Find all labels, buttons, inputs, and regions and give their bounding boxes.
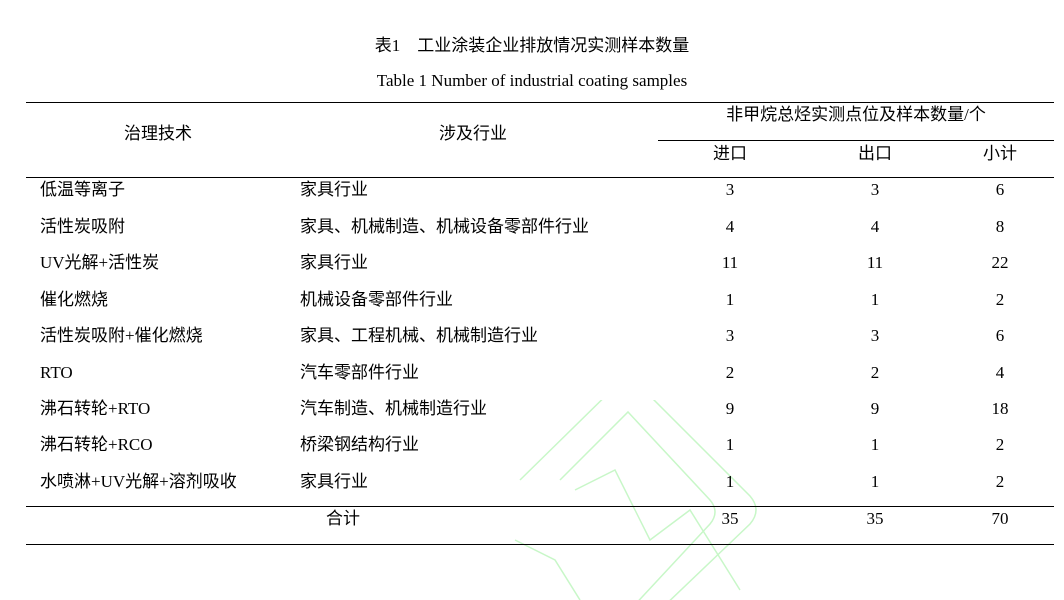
header-rule bbox=[26, 177, 1054, 178]
cell-tech: 沸石转轮+RCO bbox=[40, 435, 153, 454]
total-subtotal: 70 bbox=[991, 509, 1009, 528]
header-subtotal: 小计 bbox=[983, 144, 1017, 163]
cell-outlet: 9 bbox=[870, 399, 880, 418]
cell-industry: 家具行业 bbox=[300, 472, 368, 491]
cell-outlet: 1 bbox=[870, 435, 880, 454]
cell-tech: RTO bbox=[40, 363, 73, 382]
cell-inlet: 1 bbox=[725, 472, 735, 491]
header-tech: 治理技术 bbox=[124, 124, 192, 143]
cell-inlet: 9 bbox=[725, 399, 735, 418]
total-outlet: 35 bbox=[866, 509, 884, 528]
cell-subtotal: 6 bbox=[995, 180, 1005, 199]
cell-subtotal: 2 bbox=[995, 472, 1005, 491]
cell-outlet: 11 bbox=[866, 253, 884, 272]
total-inlet: 35 bbox=[721, 509, 739, 528]
cell-subtotal: 8 bbox=[995, 217, 1005, 236]
cell-industry: 家具行业 bbox=[300, 180, 368, 199]
cell-inlet: 4 bbox=[725, 217, 735, 236]
cell-inlet: 2 bbox=[725, 363, 735, 382]
cell-subtotal: 2 bbox=[995, 290, 1005, 309]
cell-tech: 活性炭吸附+催化燃烧 bbox=[40, 326, 203, 345]
cell-subtotal: 18 bbox=[991, 399, 1009, 418]
cell-industry: 机械设备零部件行业 bbox=[300, 290, 453, 309]
cell-subtotal: 22 bbox=[991, 253, 1009, 272]
table-caption-en: Table 1 Number of industrial coating sam… bbox=[376, 71, 688, 90]
cell-industry: 桥梁钢结构行业 bbox=[300, 435, 419, 454]
cell-tech: 活性炭吸附 bbox=[40, 217, 125, 236]
cell-inlet: 1 bbox=[725, 290, 735, 309]
cell-industry: 家具、机械制造、机械设备零部件行业 bbox=[300, 217, 589, 236]
cell-industry: 家具行业 bbox=[300, 253, 368, 272]
cell-industry: 汽车制造、机械制造行业 bbox=[300, 399, 487, 418]
cell-tech: 催化燃烧 bbox=[40, 290, 108, 309]
top-rule bbox=[26, 102, 1054, 103]
header-industry: 涉及行业 bbox=[439, 124, 507, 143]
cell-outlet: 1 bbox=[870, 290, 880, 309]
table-caption-cn: 表1 工业涂装企业排放情况实测样本数量 bbox=[374, 36, 690, 55]
total-rule bbox=[26, 506, 1054, 507]
header-outlet: 出口 bbox=[858, 144, 892, 163]
watermark-logo bbox=[514, 400, 757, 600]
header-group: 非甲烷总烃实测点位及样本数量/个 bbox=[726, 105, 986, 124]
total-label: 合计 bbox=[326, 509, 360, 528]
cell-tech: UV光解+活性炭 bbox=[40, 253, 160, 272]
cell-inlet: 11 bbox=[721, 253, 739, 272]
cell-tech: 水喷淋+UV光解+溶剂吸收 bbox=[40, 472, 237, 491]
cell-outlet: 3 bbox=[870, 180, 880, 199]
cell-industry: 汽车零部件行业 bbox=[300, 363, 419, 382]
cell-outlet: 2 bbox=[870, 363, 880, 382]
group-rule bbox=[658, 140, 1054, 141]
cell-inlet: 3 bbox=[725, 180, 735, 199]
cell-subtotal: 2 bbox=[995, 435, 1005, 454]
cell-industry: 家具、工程机械、机械制造行业 bbox=[300, 326, 538, 345]
cell-subtotal: 6 bbox=[995, 326, 1005, 345]
cell-tech: 沸石转轮+RTO bbox=[40, 399, 151, 418]
cell-inlet: 1 bbox=[725, 435, 735, 454]
cell-outlet: 4 bbox=[870, 217, 880, 236]
cell-outlet: 1 bbox=[870, 472, 880, 491]
header-inlet: 进口 bbox=[713, 144, 747, 163]
bottom-rule bbox=[26, 544, 1054, 545]
cell-inlet: 3 bbox=[725, 326, 735, 345]
cell-tech: 低温等离子 bbox=[40, 180, 125, 199]
cell-subtotal: 4 bbox=[995, 363, 1005, 382]
cell-outlet: 3 bbox=[870, 326, 880, 345]
